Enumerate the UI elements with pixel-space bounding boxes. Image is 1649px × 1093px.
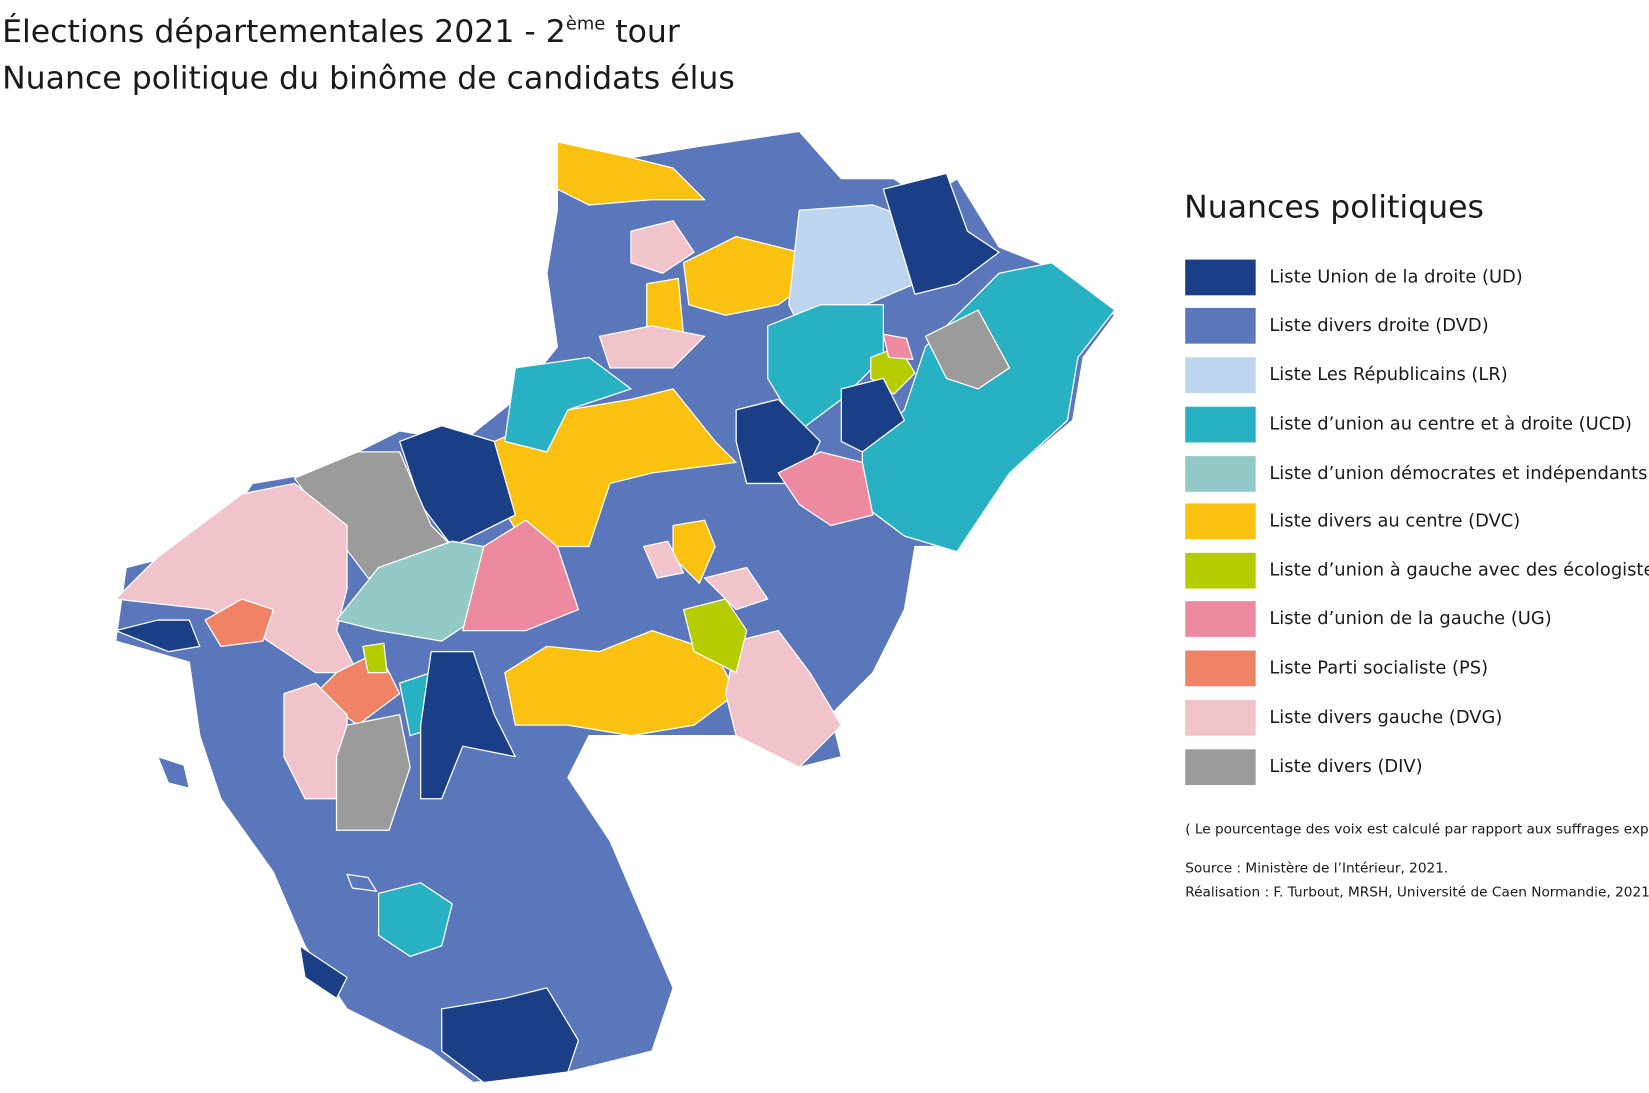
region	[346, 873, 378, 892]
note-source: Source : Ministère de l’Intérieur, 2021.	[1185, 860, 1448, 876]
region	[682, 598, 748, 674]
region	[377, 882, 453, 958]
region	[924, 309, 1011, 390]
legend-swatch	[1185, 406, 1256, 443]
region	[767, 304, 885, 432]
region	[642, 540, 685, 579]
region	[725, 629, 842, 768]
legend-swatch	[1185, 601, 1256, 637]
legend-swatch	[1185, 650, 1256, 687]
legend-label: Liste divers (DIV)	[1269, 756, 1422, 777]
legend-swatch	[1185, 503, 1256, 540]
region	[861, 262, 1116, 553]
region	[299, 945, 348, 1000]
region	[335, 714, 411, 831]
region	[703, 566, 769, 611]
legend-swatch	[1185, 307, 1256, 344]
region	[420, 650, 516, 800]
subtitle: Nuance politique du binôme de candidats …	[2, 60, 735, 96]
region	[840, 377, 906, 453]
region	[882, 172, 1000, 295]
legend-swatch	[1185, 749, 1256, 786]
note-credit: Réalisation : F. Turbout, MRSH, Universi…	[1185, 884, 1649, 900]
region	[882, 333, 914, 361]
region	[115, 619, 201, 653]
region	[777, 451, 874, 527]
region	[504, 356, 632, 453]
legend-label: Liste divers gauche (DVG)	[1269, 707, 1502, 728]
legend-label: Liste d’union au centre et à droite (UCD…	[1269, 414, 1632, 435]
legend-label: Liste Union de la droite (UD)	[1269, 266, 1522, 287]
region	[462, 519, 580, 632]
title-tail: tour	[605, 14, 680, 50]
legend-label: Liste Les Républicains (LR)	[1269, 364, 1507, 385]
legend-swatch	[1185, 259, 1256, 296]
map	[115, 130, 1116, 1084]
region	[556, 141, 706, 206]
region	[204, 598, 275, 647]
region	[504, 629, 737, 737]
legend-label: Liste d’union de la gauche (UG)	[1269, 608, 1551, 629]
legend: Liste Union de la droite (UD) Liste diver…	[1185, 259, 1649, 786]
legend-swatch	[1185, 456, 1256, 492]
legend-swatch	[1185, 552, 1256, 589]
region	[598, 325, 706, 369]
region	[362, 642, 388, 674]
title-text: Élections départementales 2021 - 2	[2, 12, 566, 50]
legend-swatch	[1185, 699, 1256, 736]
note-method: ( Le pourcentage des voix est calculé pa…	[1185, 821, 1649, 837]
legend-title: Nuances politiques	[1184, 190, 1484, 226]
region	[788, 204, 916, 327]
legend-label: Liste divers au centre (DVC)	[1269, 510, 1520, 531]
region	[441, 987, 580, 1084]
title-sup: ème	[566, 13, 605, 34]
legend-label: Liste d’union démocrates et indépendants…	[1269, 463, 1649, 484]
title: Élections départementales 2021 - 2ème to…	[2, 12, 680, 50]
region	[157, 756, 190, 789]
legend-swatch	[1185, 357, 1256, 394]
legend-label: Liste divers droite (DVD)	[1269, 315, 1488, 336]
legend-label: Liste d’union à gauche avec des écologis…	[1269, 560, 1649, 581]
legend-label: Liste Parti socialiste (PS)	[1269, 657, 1488, 678]
region	[630, 220, 695, 274]
